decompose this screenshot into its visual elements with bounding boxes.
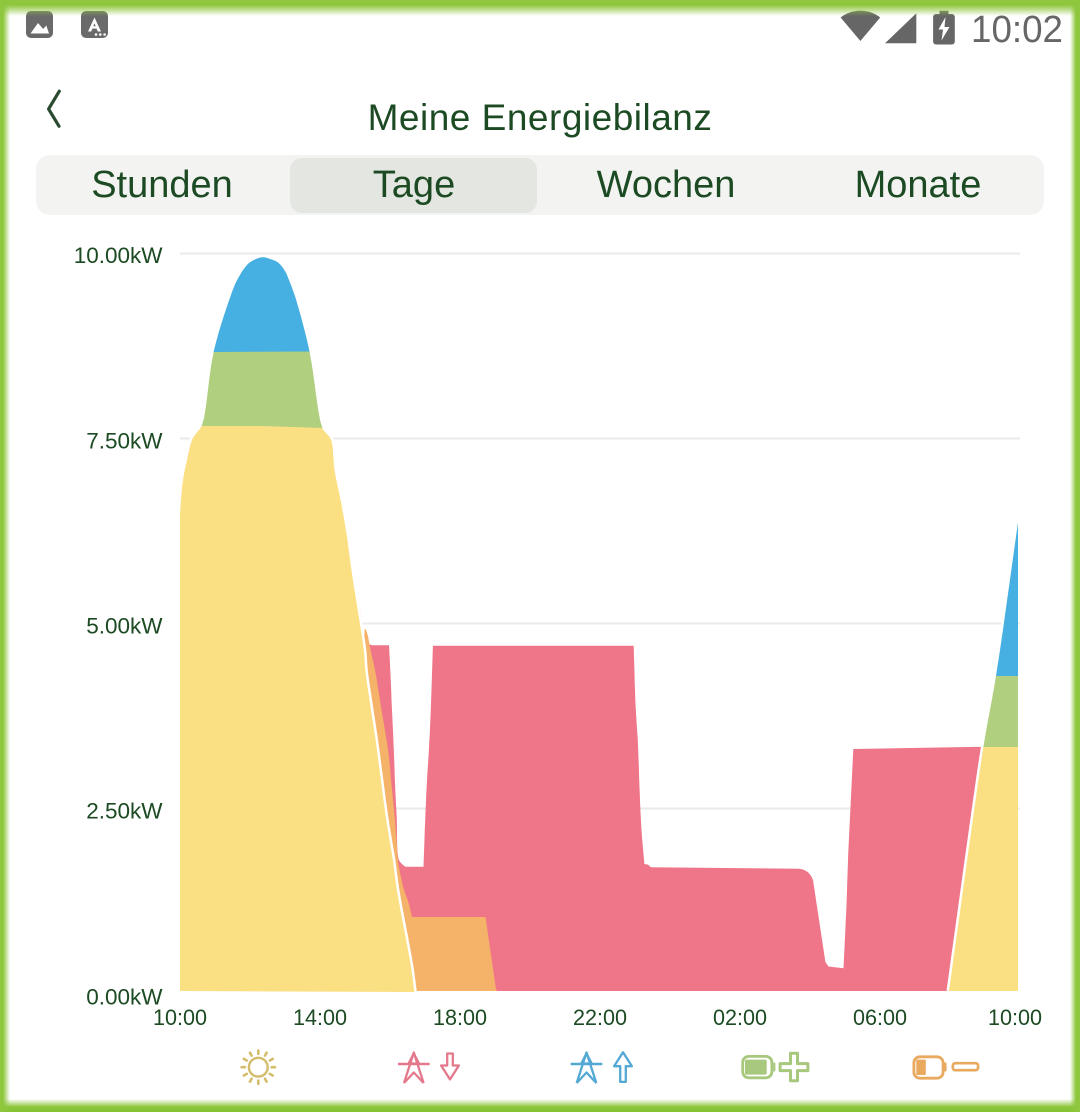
svg-text:0.00kW: 0.00kW [86, 985, 163, 1010]
svg-text:18:00: 18:00 [433, 1005, 487, 1030]
svg-text:10:00: 10:00 [153, 1005, 207, 1030]
svg-text:5.00kW: 5.00kW [86, 614, 163, 639]
svg-text:14:00: 14:00 [293, 1005, 347, 1030]
svg-text:10:00: 10:00 [988, 1005, 1042, 1030]
svg-text:02:00: 02:00 [713, 1005, 767, 1030]
svg-text:7.50kW: 7.50kW [86, 429, 163, 454]
svg-text:10.00kW: 10.00kW [74, 243, 164, 268]
svg-text:2.50kW: 2.50kW [86, 799, 163, 824]
svg-text:06:00: 06:00 [853, 1005, 907, 1030]
svg-text:Meine Energiebilanz: Meine Energiebilanz [368, 97, 713, 138]
svg-text:22:00: 22:00 [573, 1005, 627, 1030]
